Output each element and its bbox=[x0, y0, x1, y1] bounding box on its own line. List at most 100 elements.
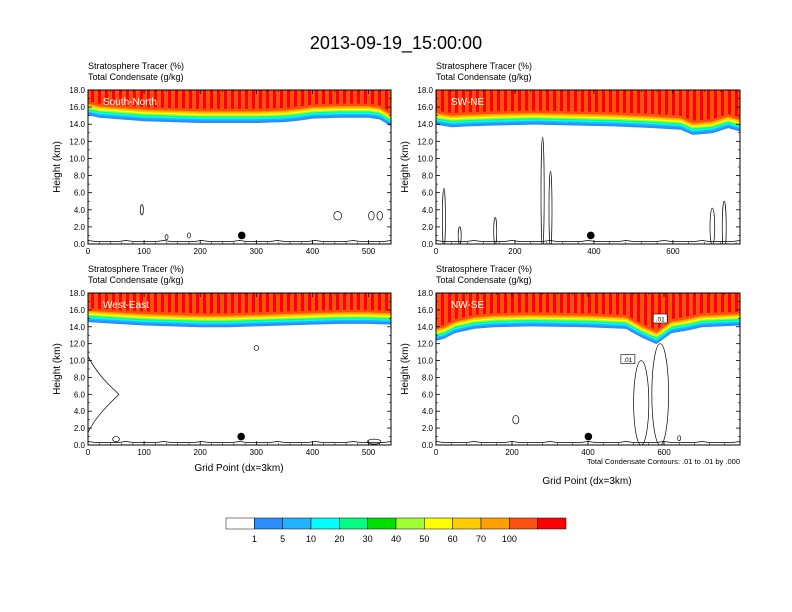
condensate-contour bbox=[721, 200, 727, 244]
colorbar-swatch bbox=[509, 517, 538, 530]
x-tick-label: 300 bbox=[250, 448, 264, 457]
y-tick-label: 4.0 bbox=[422, 206, 434, 215]
condensate-contour bbox=[651, 343, 669, 445]
x-tick-label: 600 bbox=[666, 247, 680, 256]
svg-text:.01: .01 bbox=[656, 317, 665, 324]
contour-header: Total Condensate (g/kg) bbox=[436, 275, 532, 285]
condensate-contour bbox=[493, 217, 498, 244]
condensate-contour bbox=[187, 232, 191, 239]
contour-footnote: Total Condensate Contours: .01 to .01 by… bbox=[587, 457, 740, 466]
colorbar-swatch bbox=[367, 517, 397, 530]
colorbar-swatch bbox=[310, 517, 340, 530]
y-tick-label: 14.0 bbox=[69, 120, 85, 129]
y-tick-label: 16.0 bbox=[417, 103, 433, 112]
y-tick-label: 12.0 bbox=[417, 137, 433, 146]
x-tick-label: 400 bbox=[306, 448, 320, 457]
y-tick-label: 4.0 bbox=[422, 407, 434, 416]
colorbar-swatch bbox=[395, 517, 425, 530]
y-tick-label: 2.0 bbox=[74, 223, 86, 232]
y-tick-label: 18.0 bbox=[69, 86, 85, 95]
colorbar: 1 5 10 20 30 40 50 60 70 100 bbox=[225, 517, 567, 544]
x-tick-label: 0 bbox=[86, 448, 91, 457]
x-tick-label: 400 bbox=[587, 247, 601, 256]
y-tick-label: 12.0 bbox=[69, 137, 85, 146]
y-tick-label: 16.0 bbox=[69, 306, 85, 315]
condensate-contour bbox=[112, 436, 120, 442]
y-tick-label: 0.0 bbox=[422, 441, 434, 450]
condensate-contour bbox=[442, 188, 446, 244]
plot-area bbox=[436, 90, 740, 244]
y-tick-label: 0.0 bbox=[74, 441, 86, 450]
panel-west-east: Stratosphere Tracer (%)Total Condensate … bbox=[52, 264, 392, 457]
condensate-contour bbox=[540, 136, 545, 244]
y-tick-label: 18.0 bbox=[69, 289, 85, 298]
condensate-contour bbox=[677, 435, 682, 442]
y-tick-label: 6.0 bbox=[74, 390, 86, 399]
colorbar-label: 50 bbox=[419, 534, 429, 544]
colorbar-swatch bbox=[480, 517, 510, 530]
colorbar-swatch bbox=[424, 517, 453, 530]
panel-nw-se: Stratosphere Tracer (%)Total Condensate … bbox=[400, 264, 741, 457]
y-axis-label: Height (km) bbox=[52, 141, 63, 193]
panel-south-north: Stratosphere Tracer (%)Total Condensate … bbox=[52, 61, 392, 256]
colorbar-label: 70 bbox=[476, 534, 486, 544]
colorbar-label: 10 bbox=[306, 534, 316, 544]
condensate-contour bbox=[88, 240, 391, 242]
y-tick-label: 12.0 bbox=[69, 340, 85, 349]
x-tick-label: 500 bbox=[362, 448, 376, 457]
x-tick-label: 400 bbox=[581, 448, 595, 457]
y-tick-label: 10.0 bbox=[69, 154, 85, 163]
tracer-layer bbox=[88, 293, 391, 314]
colorbar-label: 30 bbox=[363, 534, 373, 544]
tracer-layer bbox=[436, 90, 740, 121]
x-axis-label-right: Grid Point (dx=3km) bbox=[542, 476, 631, 487]
x-tick-label: 0 bbox=[86, 247, 91, 256]
colorbar-swatch bbox=[282, 517, 312, 530]
y-tick-label: 10.0 bbox=[69, 357, 85, 366]
chart-title: 2013-09-19_15:00:00 bbox=[310, 33, 482, 54]
x-tick-label: 600 bbox=[657, 448, 671, 457]
colorbar-label: 40 bbox=[391, 534, 401, 544]
condensate-contour bbox=[376, 211, 383, 221]
plot-area bbox=[436, 293, 740, 445]
plot-area bbox=[88, 293, 391, 445]
x-tick-label: 200 bbox=[194, 448, 208, 457]
location-marker bbox=[237, 432, 245, 441]
y-tick-label: 8.0 bbox=[74, 172, 86, 181]
contour-header: Total Condensate (g/kg) bbox=[436, 72, 532, 82]
contour-label: .01 bbox=[652, 313, 668, 324]
y-tick-label: 6.0 bbox=[422, 189, 434, 198]
colorbar-swatch bbox=[537, 517, 567, 530]
y-tick-label: 4.0 bbox=[74, 206, 86, 215]
x-tick-label: 300 bbox=[250, 247, 264, 256]
x-tick-label: 100 bbox=[137, 247, 151, 256]
y-tick-label: 12.0 bbox=[417, 340, 433, 349]
condensate-contour bbox=[709, 207, 716, 244]
y-axis-label: Height (km) bbox=[400, 141, 411, 193]
x-tick-label: 100 bbox=[137, 448, 151, 457]
field-header: Stratosphere Tracer (%) bbox=[436, 264, 532, 274]
colorbar-swatch bbox=[225, 517, 255, 530]
x-tick-label: 400 bbox=[306, 247, 320, 256]
condensate-contour bbox=[253, 345, 259, 351]
y-tick-label: 0.0 bbox=[74, 240, 86, 249]
y-tick-label: 14.0 bbox=[417, 120, 433, 129]
x-tick-label: 200 bbox=[505, 448, 519, 457]
tracer-layer bbox=[88, 90, 391, 113]
y-tick-label: 14.0 bbox=[417, 323, 433, 332]
condensate-contour bbox=[512, 415, 520, 425]
x-tick-label: 200 bbox=[194, 247, 208, 256]
location-marker bbox=[586, 231, 595, 240]
condensate-contour bbox=[436, 441, 740, 443]
y-tick-label: 8.0 bbox=[422, 373, 434, 382]
panel-label: South-North bbox=[103, 97, 157, 108]
field-header: Stratosphere Tracer (%) bbox=[88, 61, 184, 71]
y-tick-label: 8.0 bbox=[74, 373, 86, 382]
y-axis-label: Height (km) bbox=[52, 343, 63, 395]
svg-text:.01: .01 bbox=[623, 357, 632, 364]
condensate-contour bbox=[88, 356, 120, 433]
contour-header: Total Condensate (g/kg) bbox=[88, 275, 184, 285]
condensate-contour bbox=[164, 234, 169, 241]
x-tick-label: 200 bbox=[508, 247, 522, 256]
